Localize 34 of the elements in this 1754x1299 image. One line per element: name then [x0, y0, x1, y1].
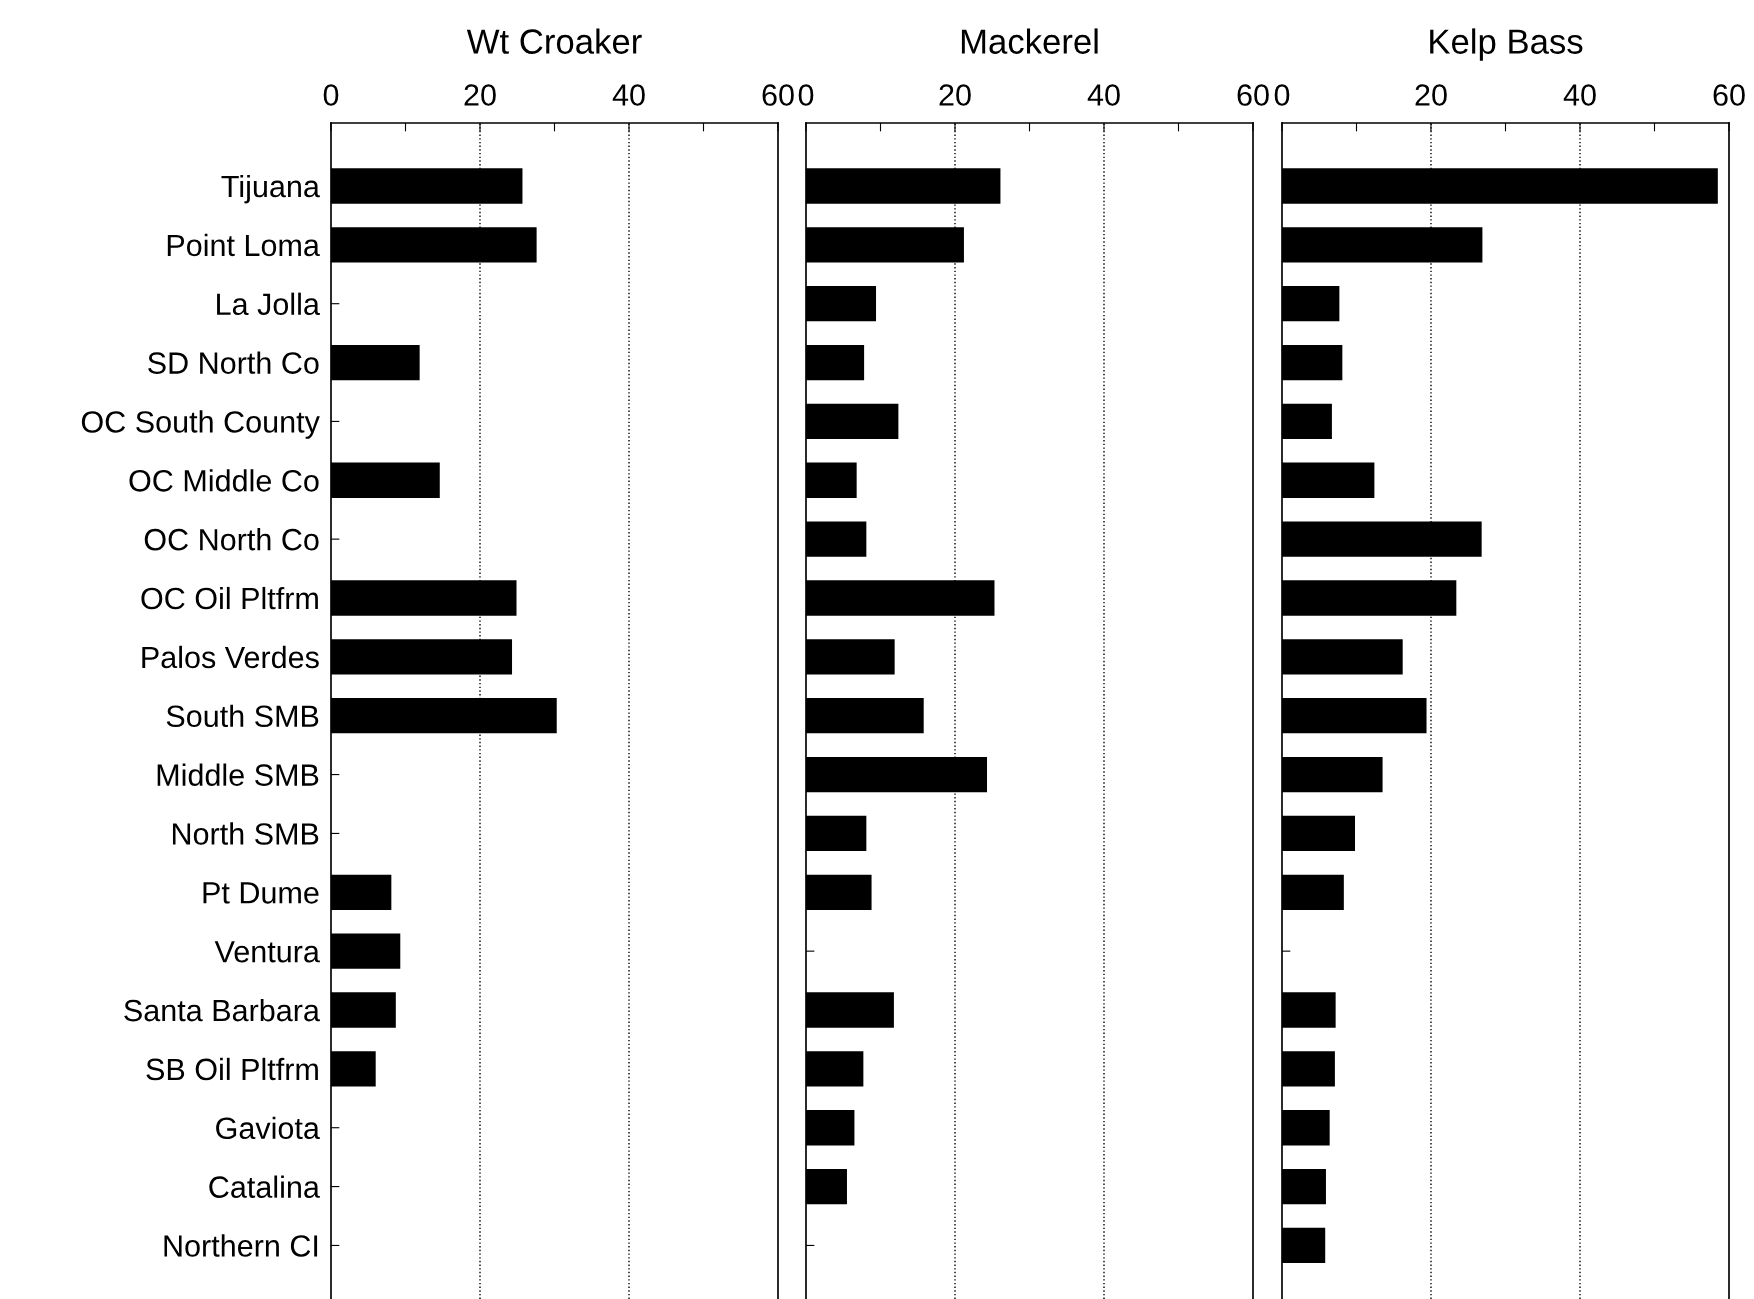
- y-tick-label: OC South County: [81, 410, 320, 439]
- y-tick-label: Catalina: [209, 1175, 320, 1198]
- x-tick-label: 0: [798, 84, 814, 106]
- x-tick-label: 40: [612, 84, 645, 106]
- chart-title: Kelp Bass: [1430, 28, 1583, 61]
- y-tick-label: La Jolla: [217, 292, 320, 316]
- x-tick-label: 40: [1563, 84, 1596, 106]
- x-tick-label: 60: [1713, 84, 1745, 106]
- y-tick-label: SD North Co: [148, 351, 319, 374]
- x-tick-label: 60: [762, 84, 794, 106]
- x-tick-label: 20: [939, 84, 971, 106]
- y-tick-label: Middle SMB: [157, 763, 319, 786]
- x-tick-label: 20: [1415, 84, 1447, 106]
- y-tick-label: South SMB: [166, 704, 319, 728]
- y-tick-label: Point Loma: [167, 233, 320, 257]
- x-tick-label: 60: [1237, 84, 1269, 106]
- y-tick-label: North SMB: [172, 822, 319, 845]
- x-tick-label: 20: [464, 84, 496, 106]
- y-tick-label: OC Middle Co: [129, 469, 319, 492]
- x-tick-label: 0: [323, 84, 339, 106]
- x-tick-label: 0: [1274, 84, 1290, 106]
- y-tick-label: Northern CI: [164, 1234, 318, 1257]
- chart-title: Mackerel: [961, 28, 1098, 54]
- y-tick-label: OC Oil Pltfrm: [141, 586, 318, 610]
- y-tick-label: Santa Barbara: [124, 998, 320, 1022]
- y-tick-label: OC North Co: [144, 528, 319, 551]
- x-tick-label: 40: [1087, 84, 1120, 106]
- y-tick-label: Tijuana: [221, 174, 320, 204]
- y-tick-label: Gaviota: [216, 1116, 320, 1140]
- y-tick-label: Ventura: [214, 941, 320, 963]
- chart-title: Wt Croaker: [466, 28, 642, 54]
- y-tick-label: Pt Dume: [203, 882, 319, 904]
- y-tick-label: SB Oil Pltfrm: [146, 1057, 318, 1081]
- y-tick-label: Palos Verdes: [142, 645, 319, 669]
